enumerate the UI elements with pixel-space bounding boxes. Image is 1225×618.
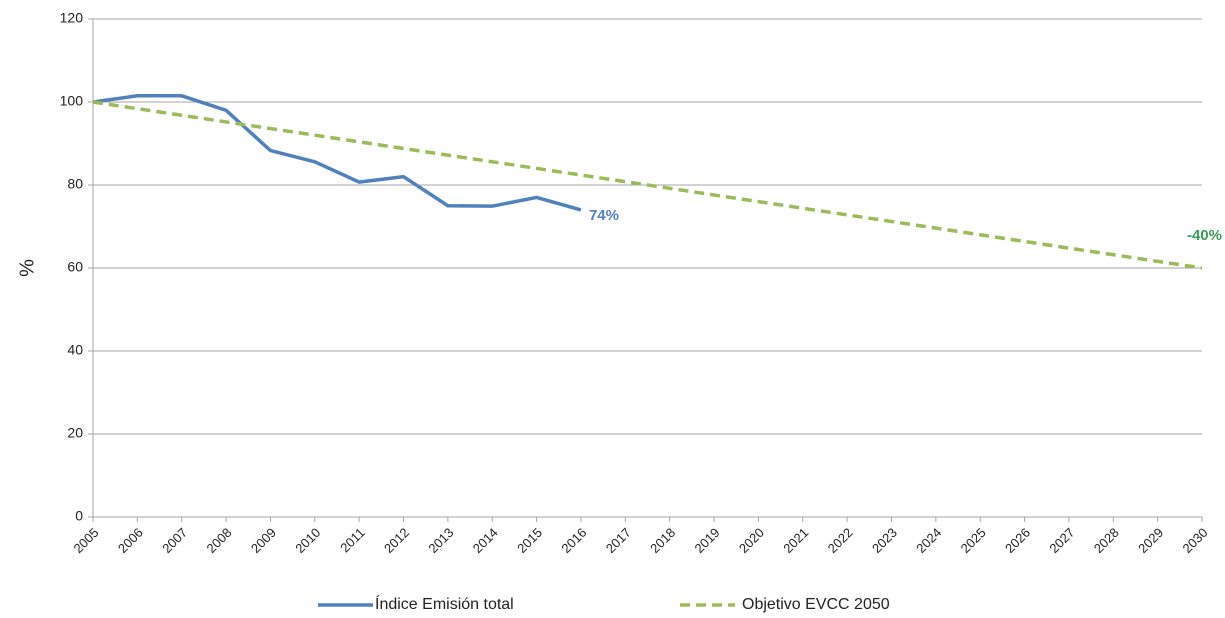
x-tick-label: 2013 — [425, 525, 456, 556]
series-line — [92, 94, 582, 212]
x-tick-label: 2029 — [1135, 525, 1166, 556]
y-tick-label: 20 — [67, 425, 83, 441]
legend-label: Índice Emisión total — [375, 594, 514, 613]
x-tick-label: 2011 — [337, 525, 367, 555]
y-tick-label: 100 — [60, 93, 84, 109]
x-tick-label: 2005 — [70, 525, 101, 556]
y-tick-label: 60 — [67, 259, 83, 275]
x-tick-label: 2027 — [1046, 525, 1077, 556]
x-tick-label: 2019 — [692, 525, 723, 556]
legend-label: Objetivo EVCC 2050 — [742, 596, 890, 613]
annotation: -40% — [1187, 227, 1222, 244]
x-tick-label: 2008 — [204, 525, 235, 556]
x-tick-label: 2016 — [558, 525, 589, 556]
x-tick-label: 2017 — [603, 525, 634, 556]
x-tick-label: 2028 — [1091, 525, 1122, 556]
x-tick-label: 2007 — [159, 525, 190, 556]
x-tick-label: 2006 — [115, 525, 146, 556]
y-tick-label: 0 — [75, 508, 83, 524]
y-axis-label: % — [16, 259, 38, 277]
x-tick-label: 2026 — [1002, 525, 1033, 556]
x-tick-label: 2015 — [514, 525, 545, 556]
x-tick-label: 2030 — [1179, 525, 1210, 556]
x-tick-label: 2024 — [913, 525, 944, 556]
x-tick-label: 2022 — [825, 525, 856, 556]
x-tick-label: 2014 — [470, 525, 501, 556]
y-tick-label: 120 — [60, 10, 84, 26]
x-tick-label: 2012 — [381, 525, 412, 556]
x-tick-label: 2021 — [780, 525, 811, 556]
annotation: 74% — [589, 207, 619, 224]
y-tick-label: 40 — [67, 342, 83, 358]
x-tick-label: 2023 — [869, 525, 900, 556]
x-tick-label: 2009 — [248, 525, 279, 556]
x-tick-label: 2018 — [647, 525, 678, 556]
series-line — [92, 100, 1203, 270]
y-tick-label: 80 — [67, 176, 83, 192]
x-tick-label: 2010 — [292, 525, 323, 556]
x-tick-label: 2025 — [958, 525, 989, 556]
x-tick-label: 2020 — [736, 525, 767, 556]
